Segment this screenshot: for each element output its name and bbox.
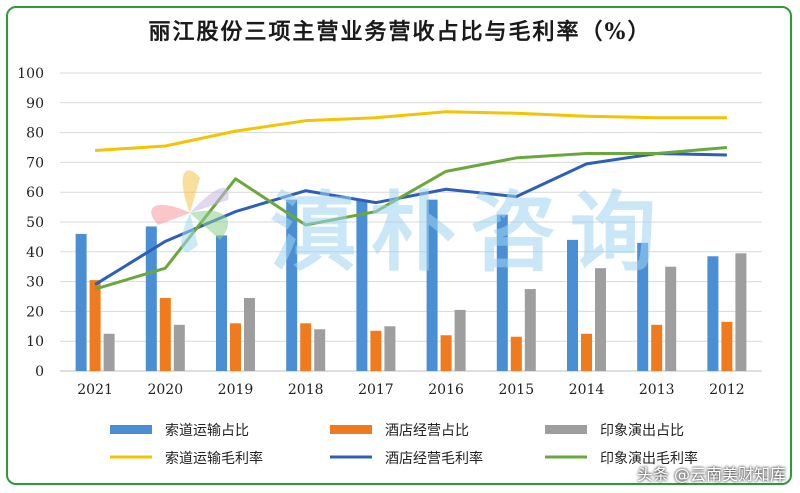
bar: [145, 226, 157, 371]
y-tick-label: 60: [26, 185, 44, 201]
bar: [159, 297, 171, 371]
bar: [286, 199, 298, 371]
legend-swatch: [110, 425, 152, 434]
y-tick-label: 90: [26, 96, 44, 112]
y-tick-label: 40: [26, 245, 44, 261]
bar-marks: [75, 199, 747, 371]
legend-swatch: [330, 425, 372, 434]
legend-label: 索道运输占比: [165, 422, 249, 439]
bar: [244, 297, 255, 371]
bar: [735, 253, 747, 371]
bar: [637, 242, 649, 371]
series-line: [94, 151, 727, 286]
legend-label: 酒店经营占比: [385, 423, 469, 439]
bar: [595, 268, 606, 371]
y-tick-labels: 0 10 20 30 40 50 60 70 80 90 100: [17, 66, 44, 380]
x-tick-label: 2020: [147, 382, 183, 398]
x-tick-label: 2014: [569, 382, 605, 398]
x-tick-label: 2019: [218, 382, 254, 398]
line-marks: [94, 110, 728, 291]
legend-label: 印象演出占比: [600, 423, 684, 439]
y-tick-label: 20: [26, 304, 44, 320]
bar: [581, 333, 592, 371]
chart-title: 丽江股份三项主营业务营收占比与毛利率（%）: [148, 19, 652, 45]
bar: [510, 336, 522, 371]
bar: [173, 324, 185, 371]
legend-label: 索道运输毛利率: [165, 450, 263, 467]
bar: [426, 199, 438, 371]
y-tick-label: 70: [26, 155, 44, 171]
bar: [440, 335, 452, 371]
x-tick-label: 2015: [498, 382, 534, 398]
x-tick-label: 2016: [428, 382, 464, 398]
bar: [454, 309, 466, 371]
bar: [384, 326, 396, 371]
bar: [665, 266, 677, 371]
y-tick-label: 50: [26, 215, 44, 231]
x-tick-label: 2012: [709, 382, 745, 398]
y-tick-label: 80: [26, 126, 44, 142]
bar: [75, 233, 87, 371]
y-tick-label: 10: [26, 334, 44, 350]
legend-swatch: [545, 425, 587, 434]
x-tick-label: 2018: [288, 382, 324, 398]
bar: [103, 333, 115, 371]
y-tick-label: 100: [17, 66, 44, 82]
bar: [496, 214, 508, 371]
bar: [300, 323, 312, 371]
bar: [707, 256, 719, 371]
bar: [216, 235, 227, 371]
bar: [524, 289, 536, 371]
x-tick-labels: 2021 2020 2019 2018 2017 2016 2015 2014 2013 2012: [77, 382, 744, 398]
legend-label: 酒店经营毛利率: [385, 450, 483, 467]
bar: [89, 280, 101, 371]
bar: [567, 239, 578, 371]
bar: [651, 324, 663, 371]
credit-text: 头条 @云南美财知库: [636, 465, 786, 484]
x-tick-label: 2017: [358, 382, 394, 398]
bar: [314, 329, 326, 371]
chart-frame: [6, 6, 792, 485]
bar: [721, 321, 733, 371]
bar: [230, 323, 241, 371]
y-tick-label: 0: [35, 364, 44, 380]
bar: [370, 330, 382, 371]
x-tick-label: 2021: [77, 382, 113, 398]
y-tick-label: 30: [26, 275, 44, 291]
bar: [356, 199, 368, 371]
series-line: [94, 146, 728, 291]
x-tick-label: 2013: [639, 382, 675, 398]
series-line: [95, 110, 727, 152]
legend-label: 印象演出毛利率: [600, 450, 698, 467]
